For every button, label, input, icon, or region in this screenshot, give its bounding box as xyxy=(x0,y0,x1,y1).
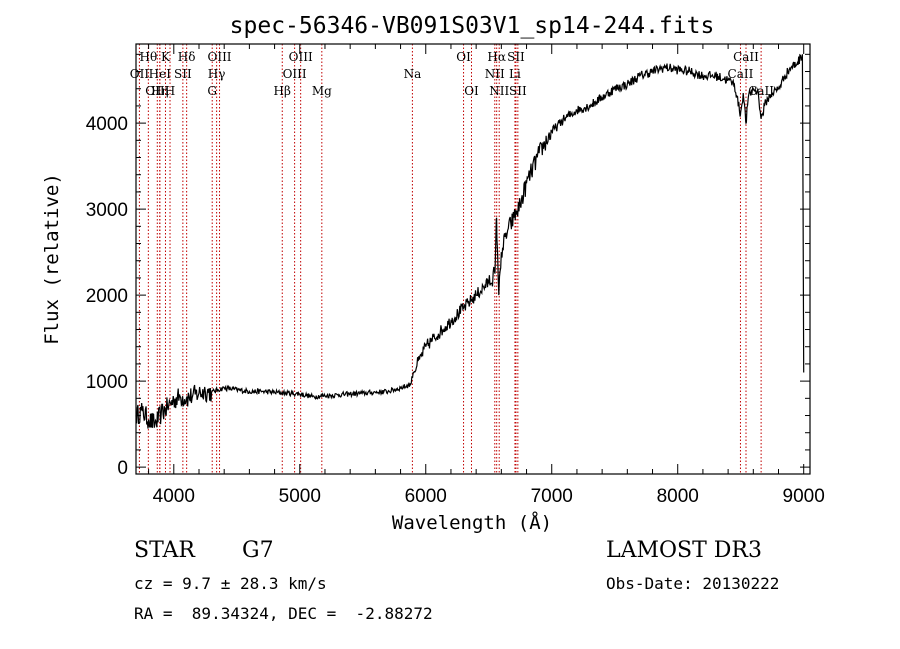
line-label-0: Hθ xyxy=(139,50,157,64)
line-label-12: Hβ xyxy=(274,84,291,98)
x-tick-label-4: 8000 xyxy=(657,486,699,507)
line-label-20: NII xyxy=(485,67,505,81)
line-label-18: OI xyxy=(464,84,479,98)
x-tick-label-3: 7000 xyxy=(531,486,573,507)
observation-date: Obs-Date: 20130222 xyxy=(606,574,780,593)
line-label-7: H xyxy=(165,84,175,98)
x-tick-label-2: 6000 xyxy=(405,486,447,507)
axis-ticks-layer: 4000 5000 6000 7000 8000 9000 0 1000 2000 3000 400… xyxy=(86,44,825,507)
line-label-11: G xyxy=(207,84,217,98)
y-axis-label: Flux (relative) xyxy=(41,173,63,345)
line-label-17: OI xyxy=(456,50,471,64)
y-tick-label-0: 0 xyxy=(117,458,128,479)
line-label-21: NII xyxy=(489,84,509,98)
line-label-9: OIII xyxy=(207,50,231,64)
chart-title: spec-56346-VB091S03V1_sp14-244.fits xyxy=(230,13,715,39)
ra-dec-coordinates: RA = 89.34324, DEC = -2.88272 xyxy=(134,604,433,623)
x-tick-label-5: 9000 xyxy=(783,486,825,507)
plot-frame xyxy=(135,43,811,475)
y-tick-label-4: 4000 xyxy=(86,114,128,135)
y-tick-label-1: 1000 xyxy=(86,372,128,393)
line-label-23: Li xyxy=(509,67,521,81)
line-label-24: SII xyxy=(509,84,527,98)
x-tick-label-0: 4000 xyxy=(153,486,195,507)
line-label-25: CaII xyxy=(733,50,759,64)
line-label-22: SII xyxy=(507,50,525,64)
survey-name: LAMOST DR3 xyxy=(606,538,762,563)
line-label-26: CaII xyxy=(728,67,754,81)
line-label-4: Hη xyxy=(151,84,169,98)
object-class: STAR xyxy=(134,538,195,563)
line-markers-layer xyxy=(138,44,762,474)
line-label-3: HeI xyxy=(149,67,172,81)
redshift-cz: cz = 9.7 ± 28.3 km/s xyxy=(134,574,327,593)
line-label-15: Mg xyxy=(312,84,332,98)
line-label-13: OIII xyxy=(289,50,313,64)
line-label-10: Hγ xyxy=(208,67,226,81)
line-label-14: OIII xyxy=(283,67,307,81)
object-subclass: G7 xyxy=(242,538,274,563)
line-label-2: OIII xyxy=(145,84,169,98)
y-tick-label-2: 2000 xyxy=(86,286,128,307)
y-tick-label-3: 3000 xyxy=(86,200,128,221)
x-tick-label-1: 5000 xyxy=(279,486,321,507)
line-label-16: Na xyxy=(404,67,422,81)
line-label-8: Hδ xyxy=(178,50,196,64)
line-label-5: K xyxy=(161,50,171,64)
line-label-6: SII xyxy=(174,67,192,81)
line-label-1: OII xyxy=(130,67,150,81)
x-axis-label: Wavelength (Å) xyxy=(392,511,552,534)
spectrum-series-line xyxy=(135,53,805,429)
line-label-27: CaII xyxy=(748,84,774,98)
line-label-19: Hα xyxy=(487,50,506,64)
